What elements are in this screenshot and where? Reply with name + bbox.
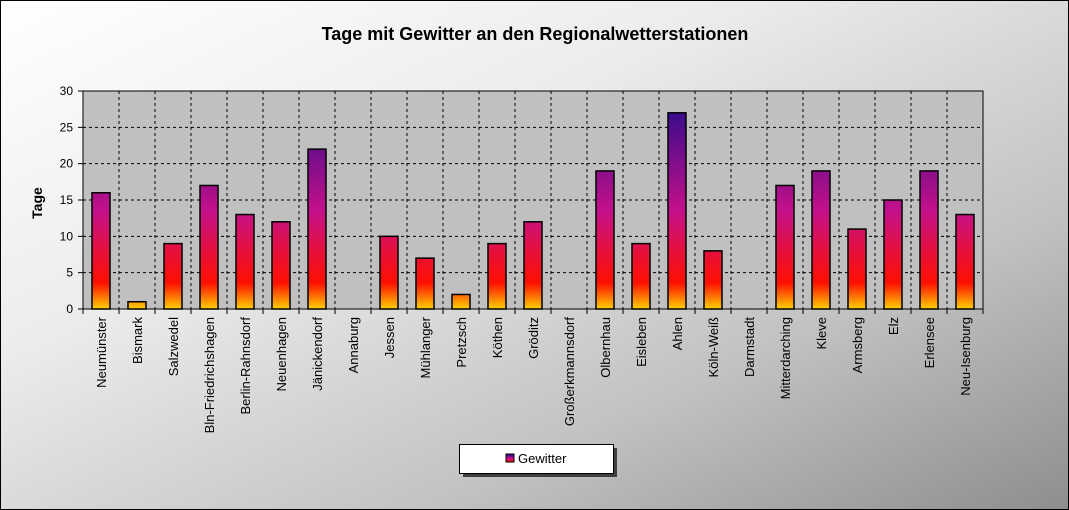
x-category-label: Ahlen: [670, 317, 685, 350]
y-tick-label: 15: [60, 193, 74, 207]
x-category-label: Bln-Friedrichshagen: [202, 317, 217, 433]
bar: [235, 213, 255, 310]
bar: [631, 242, 651, 310]
bar: [883, 199, 903, 310]
bar: [271, 221, 291, 310]
y-tick-label: 20: [60, 157, 74, 171]
bar: [955, 213, 975, 310]
bar: [667, 112, 687, 310]
x-category-label: Salzwedel: [166, 317, 181, 376]
bar: [163, 242, 183, 310]
legend-box: [459, 444, 614, 474]
bar: [595, 170, 615, 310]
x-category-label: Neu-Isenburg: [958, 317, 973, 396]
x-category-label: Jessen: [382, 317, 397, 358]
x-category-label: Köthen: [490, 317, 505, 358]
bar: [199, 184, 219, 310]
x-category-label: Gröditz: [526, 317, 541, 359]
x-category-label: Mühlanger: [418, 316, 433, 378]
y-tick-label: 5: [66, 266, 73, 280]
x-category-label: Großerkmannsdorf: [562, 317, 577, 426]
bar: [811, 170, 831, 310]
x-category-label: Elz: [886, 317, 901, 335]
x-category-label: Neuenhagen: [274, 317, 289, 391]
bar: [451, 293, 471, 310]
bar: [379, 235, 399, 310]
x-category-label: Mitterdarching: [778, 317, 793, 399]
x-category-label: Jänickendorf: [310, 317, 325, 391]
x-category-label: Pretzsch: [454, 317, 469, 368]
bar: [91, 191, 111, 310]
bar: [919, 170, 939, 310]
legend: Gewitter: [459, 444, 617, 477]
legend-swatch: [505, 453, 515, 463]
y-axis-label: Tage: [29, 187, 45, 219]
chart-title: Tage mit Gewitter an den Regionalwetters…: [322, 24, 749, 44]
y-tick-label: 25: [60, 120, 74, 134]
y-tick-label: 10: [60, 229, 74, 243]
y-tick-label: 0: [66, 302, 73, 316]
x-category-label: Eisleben: [634, 317, 649, 367]
x-category-label: Kleve: [814, 317, 829, 350]
x-category-label: Darmstadt: [742, 317, 757, 377]
x-category-label: Armsberg: [850, 317, 865, 373]
bar: [523, 221, 543, 310]
y-tick-label: 30: [60, 84, 74, 98]
x-category-label: Neumünster: [94, 316, 109, 387]
x-category-label: Berlin-Rahnsdorf: [238, 317, 253, 415]
x-category-label: Olbernhau: [598, 317, 613, 378]
bar: [307, 148, 327, 310]
x-category-label: Erlensee: [922, 317, 937, 368]
x-category-label: Köln-Weiß: [706, 317, 721, 378]
bar: [775, 184, 795, 310]
x-category-label: Annaburg: [346, 317, 361, 373]
bar: [415, 257, 435, 310]
bar: [847, 228, 867, 310]
x-category-label: Bismark: [130, 317, 145, 364]
legend-label: Gewitter: [518, 451, 567, 466]
bar: [487, 242, 507, 310]
bar: [703, 250, 723, 310]
bar: [127, 300, 147, 310]
